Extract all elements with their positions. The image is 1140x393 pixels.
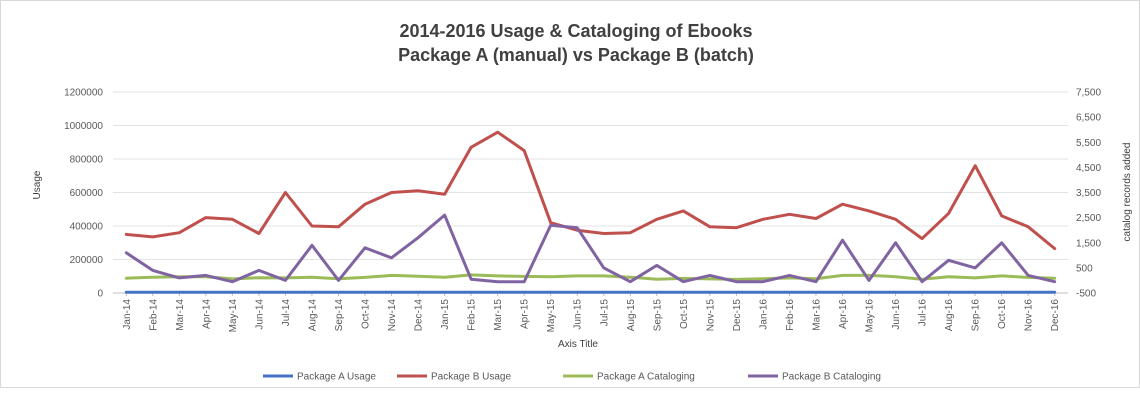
right-axis-ticks: -500 500 1,500 2,500 3,500 4,500 5,500 6,500 7,5…: [1076, 88, 1101, 300]
x-axis-ticks: Jan-14 Feb-14 Mar-14 Apr-14 May-14 Jun-14 Jul-…: [122, 293, 1061, 332]
x-tick-label: Apr-14: [201, 299, 212, 329]
x-tick-label: Feb-14: [148, 299, 159, 331]
y2-tick-label: -500: [1076, 289, 1096, 300]
x-tick-label: Jul-16: [918, 299, 929, 327]
x-tick-label: Nov-16: [1024, 299, 1035, 332]
x-tick-label: Feb-16: [785, 299, 796, 331]
y2-tick-label: 2,500: [1076, 213, 1101, 224]
x-tick-label: Sep-14: [334, 299, 345, 332]
legend-label: Package B Cataloging: [782, 372, 881, 383]
x-axis-title: Axis Title: [558, 339, 598, 350]
x-tick-label: Aug-15: [626, 299, 637, 332]
x-tick-label: Nov-14: [387, 299, 398, 332]
y-tick-label: 400000: [70, 222, 104, 233]
x-tick-label: Apr-16: [838, 299, 849, 329]
x-tick-label: Dec-14: [414, 299, 425, 332]
series-lines: [124, 130, 1057, 294]
x-tick-label: Feb-15: [467, 299, 478, 331]
y2-axis-title: catalog records added: [1122, 143, 1133, 242]
x-tick-label: Sep-16: [971, 299, 982, 332]
x-tick-label: Aug-14: [307, 299, 318, 332]
y-tick-label: 200000: [70, 255, 104, 266]
y2-tick-label: 4,500: [1076, 163, 1101, 174]
series-line-package-b-cataloging: [124, 213, 1057, 284]
left-axis-ticks: 0 200000 400000 600000 800000 1000000 1200000: [64, 88, 103, 300]
legend-label: Package A Usage: [297, 372, 376, 383]
x-tick-label: Jun-15: [573, 299, 584, 330]
y2-tick-label: 1,500: [1076, 238, 1101, 249]
legend: Package A Usage Package B Usage Package A …: [263, 372, 881, 383]
x-tick-label: Mar-16: [811, 299, 822, 331]
y-tick-label: 800000: [70, 155, 104, 166]
x-tick-label: Sep-15: [652, 299, 663, 332]
y-tick-label: 0: [97, 289, 103, 300]
x-tick-label: Dec-16: [1050, 299, 1061, 332]
y2-tick-label: 500: [1076, 263, 1093, 274]
y-tick-label: 600000: [70, 188, 104, 199]
x-tick-label: Jun-14: [254, 299, 265, 330]
y-axis-title: Usage: [32, 170, 43, 199]
y-tick-label: 1200000: [64, 88, 103, 99]
x-tick-label: May-16: [865, 299, 876, 333]
x-tick-label: Oct-14: [361, 299, 372, 329]
x-tick-label: Jan-14: [122, 299, 133, 330]
x-tick-label: Mar-14: [175, 299, 186, 331]
x-tick-label: Jul-14: [281, 299, 292, 327]
x-tick-label: Apr-15: [520, 299, 531, 329]
x-tick-label: Jan-16: [758, 299, 769, 330]
chart-subtitle: Package A (manual) vs Package B (batch): [398, 45, 754, 65]
x-tick-label: Nov-15: [705, 299, 716, 332]
x-tick-label: May-14: [228, 299, 239, 333]
y2-tick-label: 6,500: [1076, 113, 1101, 124]
legend-label: Package A Cataloging: [597, 372, 695, 383]
chart-title: 2014-2016 Usage & Cataloging of Ebooks: [399, 21, 752, 41]
legend-label: Package B Usage: [431, 372, 511, 383]
y-tick-label: 1000000: [64, 121, 103, 132]
y2-tick-label: 5,500: [1076, 138, 1101, 149]
x-tick-label: Oct-16: [997, 299, 1008, 329]
x-tick-label: Dec-15: [732, 299, 743, 332]
y2-tick-label: 3,500: [1076, 188, 1101, 199]
x-tick-label: Mar-15: [493, 299, 504, 331]
x-tick-label: Jul-15: [599, 299, 610, 327]
series-line-package-b-usage: [124, 130, 1057, 251]
x-tick-label: Jan-15: [440, 299, 451, 330]
y2-tick-label: 7,500: [1076, 88, 1101, 99]
x-tick-label: Aug-16: [944, 299, 955, 332]
x-tick-label: Oct-15: [679, 299, 690, 329]
x-tick-label: Jun-16: [891, 299, 902, 330]
x-tick-label: May-15: [546, 299, 557, 333]
